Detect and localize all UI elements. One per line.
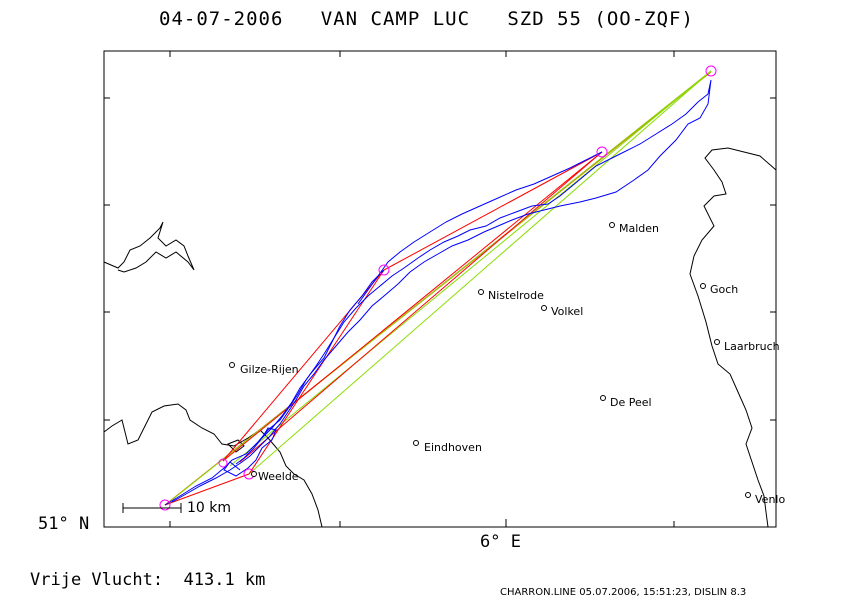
scale-bar (122, 503, 182, 513)
footer-info: CHARRON.LINE 05.07.2006, 15:51:23, DISLI… (500, 587, 747, 598)
place-markers (229, 222, 751, 498)
page-title: 04-07-2006 VAN CAMP LUC SZD 55 (OO-ZQF) (159, 8, 694, 30)
german-border (689, 147, 777, 528)
latitude-label: 51° N (38, 514, 90, 534)
turnpoints (159, 65, 717, 511)
track-loop (223, 427, 277, 477)
track-main (164, 79, 712, 506)
border-lines (103, 147, 777, 528)
turnpoint-2 (596, 146, 608, 158)
axis-ticks (104, 51, 776, 528)
place-label-gilze-rijen: Gilze-Rijen (240, 363, 299, 376)
turnpoint-5 (218, 458, 228, 468)
longitude-label: 6° E (480, 532, 521, 552)
turnpoint-3 (378, 264, 390, 276)
map-frame (103, 50, 777, 528)
track-leg2 (235, 269, 385, 465)
belgian-border (103, 403, 323, 528)
place-label-nistelrode: Nistelrode (488, 289, 544, 302)
track-leg3 (357, 151, 603, 305)
turnpoint-start (159, 499, 171, 511)
scale-label: 10 km (187, 500, 232, 516)
place-label-weelde: Weelde (258, 470, 299, 483)
place-label-goch: Goch (710, 283, 739, 296)
place-label-de-peel: De Peel (610, 396, 652, 409)
place-label-volkel: Volkel (551, 305, 584, 318)
place-label-eindhoven: Eindhoven (424, 441, 482, 454)
flight-distance: Vrije Vlucht: 413.1 km (30, 570, 266, 590)
place-label-laarbruch: Laarbruch (724, 340, 780, 353)
turnpoint-1 (705, 65, 717, 77)
coast-line (103, 221, 195, 273)
flight-track (164, 79, 712, 506)
place-label-venlo: Venlo (755, 493, 786, 506)
place-label-malden: Malden (619, 222, 660, 235)
task-lines (164, 70, 712, 506)
